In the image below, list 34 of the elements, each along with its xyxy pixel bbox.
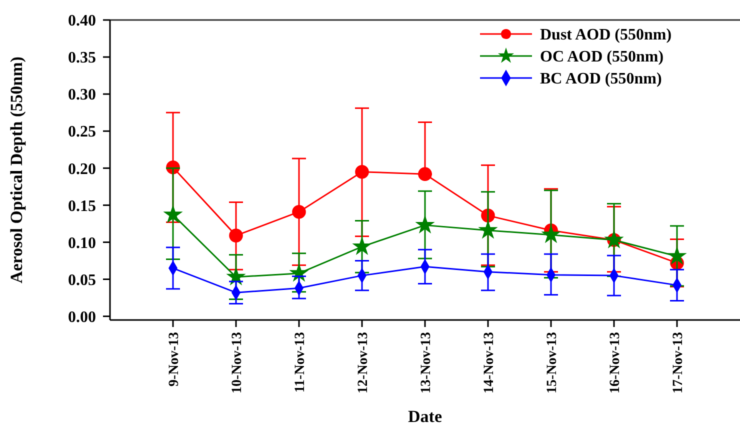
x-tick-label: 11-Nov-13 [292,332,308,393]
y-tick-label: 0.40 [68,12,96,30]
x-tick-label: 9-Nov-13 [166,332,182,386]
y-tick-label: 0.10 [68,234,96,252]
y-tick-label: 0.15 [68,198,96,215]
point [667,246,687,265]
x-tick-label: 12-Nov-13 [356,332,371,394]
legend-label: OC AOD (550nm) [540,48,664,66]
x-tick-label: 14-Nov-13 [482,332,497,394]
point [541,224,561,244]
point [418,167,432,181]
y-tick-label: 0.00 [68,308,96,326]
point [352,236,372,256]
point [478,220,498,239]
point [292,204,306,219]
y-tick-label: 0.05 [68,272,96,289]
point [415,214,435,234]
y-tick-label: 0.20 [68,160,96,178]
y-tick-label: 0.25 [68,124,96,141]
x-tick-label: 10-Nov-13 [230,332,245,394]
point [163,204,183,224]
point [604,230,624,248]
legend-label: Dust AOD (550nm) [540,26,672,44]
x-axis-title: Date [408,407,442,426]
y-axis-title: Aerosol Optical Depth (550nm) [7,56,26,284]
x-tick-label: 16-Nov-13 [608,332,623,394]
x-tick-label: 15-Nov-13 [544,332,560,394]
point [355,164,369,179]
x-tick-label: 13-Nov-13 [418,332,434,394]
point [229,228,243,242]
legend-label: BC AOD (550nm) [540,70,662,88]
y-tick-label: 0.30 [68,86,96,104]
x-tick-label: 17-Nov-13 [670,332,686,394]
y-tick-label: 0.35 [68,50,96,67]
